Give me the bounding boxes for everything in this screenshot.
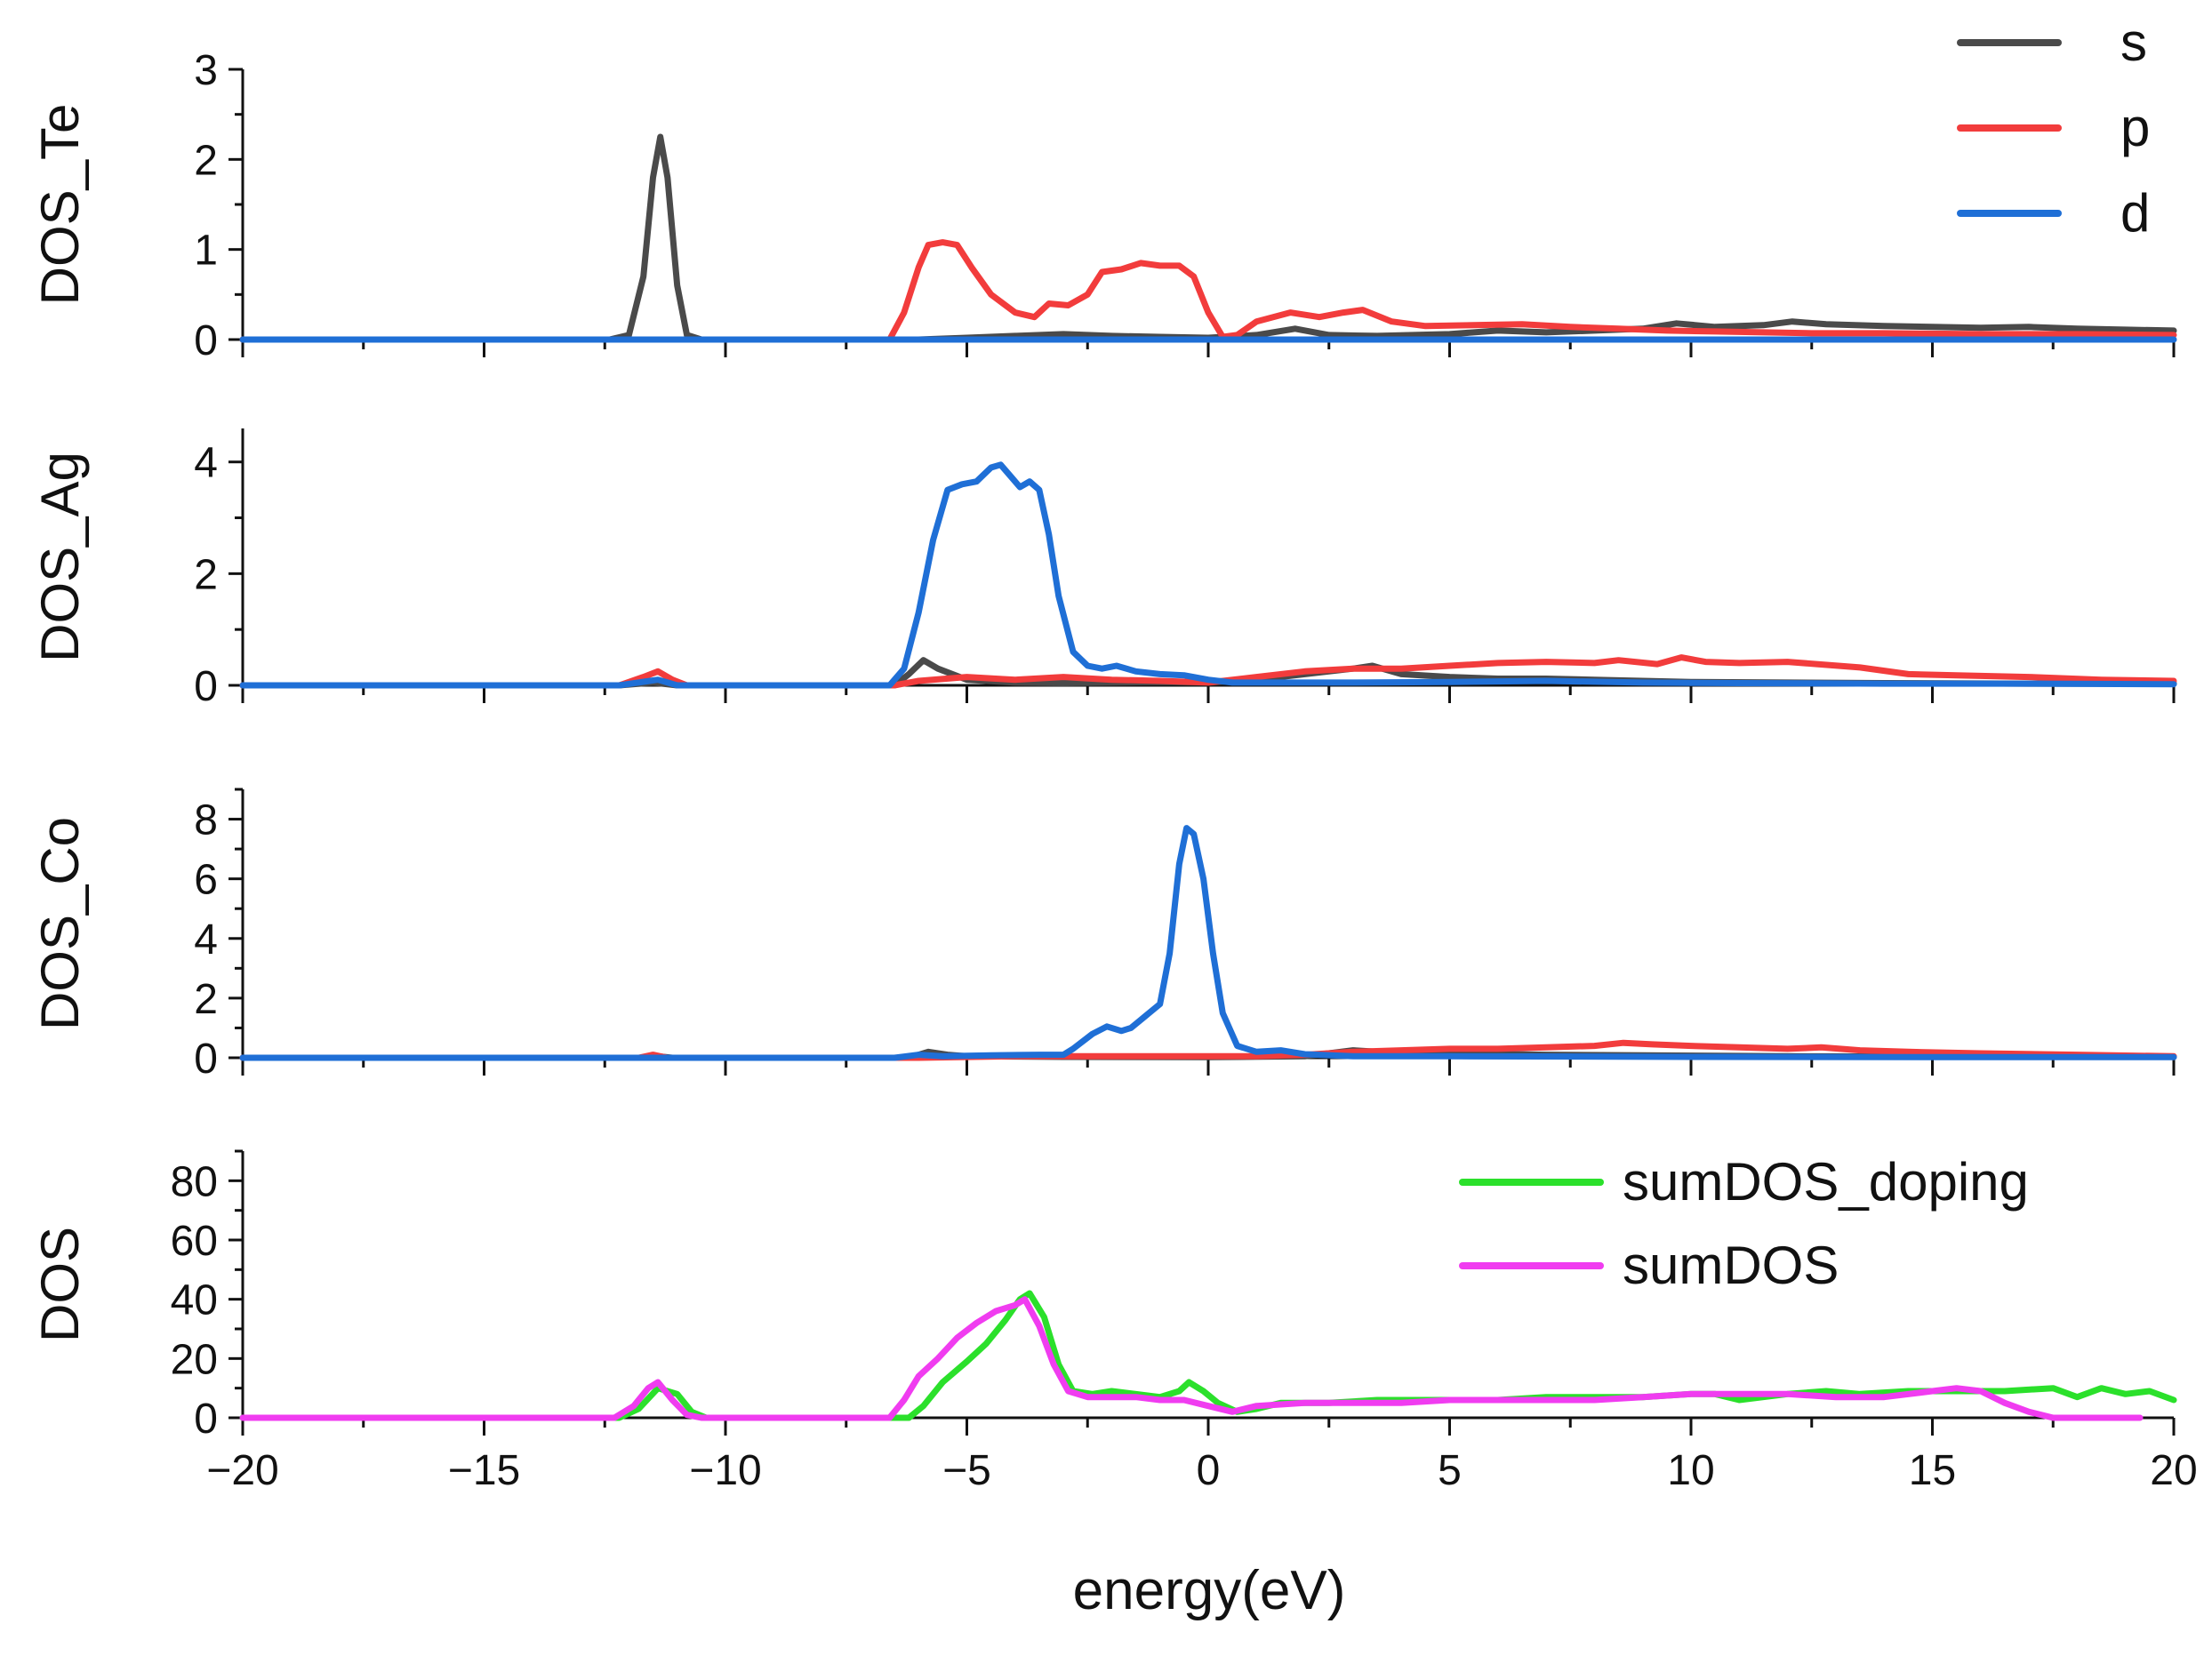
series-sumdos bbox=[239, 1296, 2144, 1421]
series-p bbox=[239, 239, 2177, 343]
x-tick-label: −10 bbox=[689, 1447, 761, 1494]
panel-dos-ag: 0 2 4 DOS_Ag bbox=[30, 428, 2177, 710]
x-tick-label: −15 bbox=[448, 1447, 520, 1494]
y-tick-label: 0 bbox=[194, 317, 218, 364]
y-tick-label: 2 bbox=[194, 976, 218, 1023]
y-axis-label: DOS_Co bbox=[30, 817, 90, 1030]
x-axis: −20 −15 −10 −5 0 5 10 15 20 bbox=[206, 1447, 2197, 1494]
legend-label: p bbox=[2120, 98, 2150, 157]
legend-label: d bbox=[2120, 183, 2150, 243]
legend-label: sumDOS bbox=[1623, 1236, 1839, 1295]
panel-dos-te: 0 1 2 3 DOS_Te spd bbox=[30, 12, 2177, 364]
y-tick-label: 1 bbox=[194, 228, 218, 275]
panels: 0 1 2 3 DOS_Te spd 0 2 4 DOS_Ag 0 2 4 6 8 DOS_Co 0 20 40 60… bbox=[30, 12, 2177, 1443]
x-tick-label: 10 bbox=[1667, 1447, 1714, 1494]
y-tick-label: 0 bbox=[194, 1036, 218, 1083]
panel-dos-co: 0 2 4 6 8 DOS_Co bbox=[30, 788, 2177, 1083]
y-axis-label: DOS_Ag bbox=[30, 452, 90, 662]
series-s bbox=[239, 133, 2177, 343]
series-d bbox=[239, 461, 2177, 689]
y-tick-label: 20 bbox=[171, 1336, 218, 1383]
panel-dos: 0 20 40 60 80 DOS sumDOS_doping sumDOS bbox=[30, 1149, 2177, 1443]
y-tick-label: 80 bbox=[171, 1158, 218, 1205]
series-d bbox=[239, 825, 2177, 1061]
y-tick-label: 8 bbox=[194, 797, 218, 844]
y-tick-label: 4 bbox=[194, 440, 218, 487]
y-tick-label: 2 bbox=[194, 137, 218, 184]
y-tick-label: 60 bbox=[171, 1218, 218, 1265]
x-tick-label: 5 bbox=[1438, 1447, 1462, 1494]
x-tick-label: 20 bbox=[2150, 1447, 2197, 1494]
x-tick-label: −20 bbox=[206, 1447, 278, 1494]
x-tick-label: 0 bbox=[1197, 1447, 1221, 1494]
x-tick-label: 15 bbox=[1909, 1447, 1956, 1494]
series-sumdos-doping bbox=[239, 1290, 2177, 1421]
x-tick-label: −5 bbox=[942, 1447, 991, 1494]
x-axis-label: energy(eV) bbox=[1073, 1560, 1346, 1621]
legend-label: sumDOS_doping bbox=[1623, 1152, 2029, 1212]
legend: sumDOS_doping sumDOS bbox=[1459, 1152, 2029, 1295]
legend-label: s bbox=[2120, 12, 2147, 72]
legend: spd bbox=[1957, 12, 2150, 243]
y-axis-label: DOS_Te bbox=[30, 104, 90, 306]
y-tick-label: 0 bbox=[194, 663, 218, 710]
y-axis-label: DOS bbox=[30, 1227, 90, 1342]
y-tick-label: 6 bbox=[194, 857, 218, 904]
y-tick-label: 40 bbox=[171, 1277, 218, 1324]
y-tick-label: 2 bbox=[194, 551, 218, 598]
y-tick-label: 4 bbox=[194, 916, 218, 964]
y-tick-label: 0 bbox=[194, 1396, 218, 1443]
y-tick-label: 3 bbox=[194, 47, 218, 94]
